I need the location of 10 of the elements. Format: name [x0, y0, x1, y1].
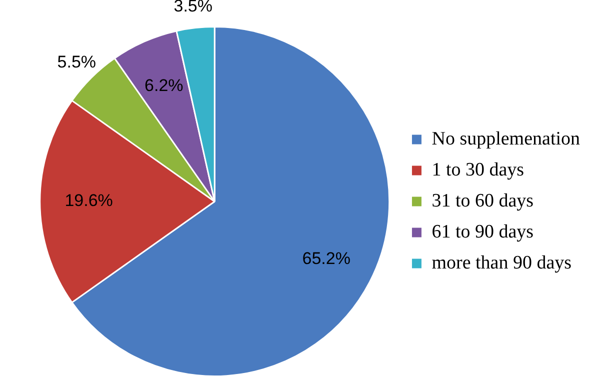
data-label: 6.2% [144, 76, 184, 96]
legend-label: No supplemenation [432, 128, 580, 150]
legend-label: more than 90 days [432, 252, 572, 274]
data-label: 5.5% [57, 52, 96, 72]
data-label: 65.2% [302, 249, 350, 268]
data-label: 3.5% [174, 0, 213, 16]
legend-label: 61 to 90 days [432, 221, 534, 242]
data-label: 19.6% [64, 191, 113, 210]
legend-label: 1 to 30 days [432, 159, 524, 180]
legend-label: 31 to 60 days [432, 190, 534, 212]
